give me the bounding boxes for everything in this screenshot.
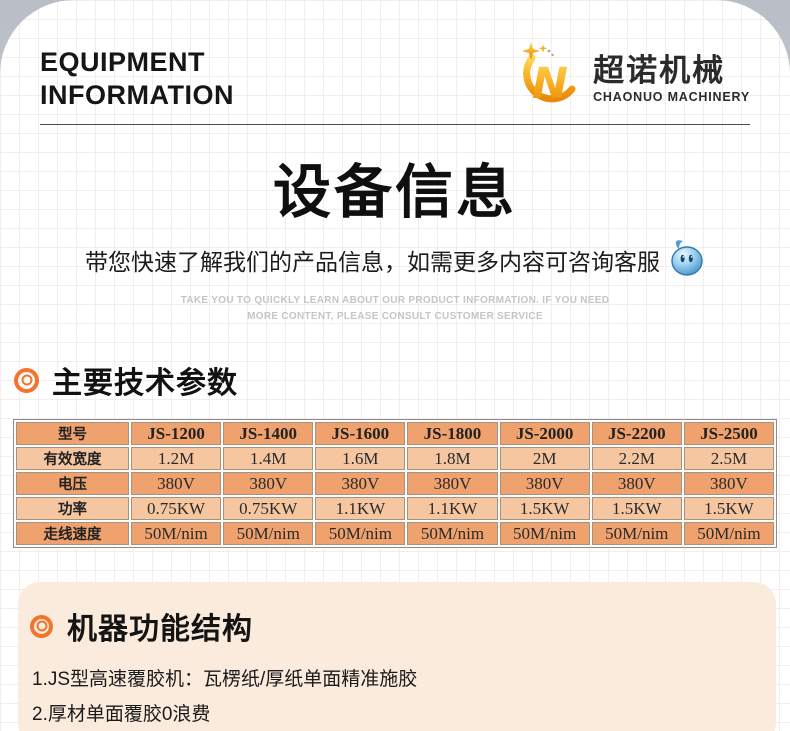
header-divider (40, 124, 750, 125)
spec-table-head: 型号 JS-1200 JS-1400 JS-1600 JS-1800 JS-2000 JS-… (16, 422, 774, 445)
spec-cell: 380V (223, 472, 314, 495)
english-caption-line2: MORE CONTENT, PLEASE CONSULT CUSTOMER SE… (247, 310, 543, 322)
spec-row-label: 功率 (16, 497, 129, 520)
english-caption: TAKE YOU TO QUICKLY LEARN ABOUT OUR PROD… (0, 293, 790, 324)
main-title: 设备信息 (272, 160, 517, 225)
spec-cell: 2.2M (591, 447, 682, 470)
spec-cell: 50M/nim (407, 522, 498, 545)
spec-col-header: JS-1800 (407, 422, 498, 445)
spec-col-header: JS-1600 (315, 422, 406, 445)
section-features-heading: 机器功能结构 (30, 604, 760, 648)
spec-col-header: JS-2500 (683, 422, 774, 445)
page-title-line1: EQUIPMENT (40, 47, 206, 77)
spec-table: 型号 JS-1200 JS-1400 JS-1600 JS-1800 JS-2000 JS-… (13, 419, 777, 548)
spec-cell: 1.6M (315, 447, 406, 470)
spec-row: 功率 0.75KW 0.75KW 1.1KW 1.1KW 1.5KW 1.5KW 1.5KW (16, 497, 774, 520)
features-heading-text: 机器功能结构 (67, 613, 253, 646)
spec-cell: 50M/nim (223, 522, 314, 545)
spec-col-header: JS-1400 (223, 422, 314, 445)
spec-row-label: 电压 (16, 472, 129, 495)
specs-heading-text: 主要技术参数 (52, 367, 238, 400)
spec-header-row: 型号 JS-1200 JS-1400 JS-1600 JS-1800 JS-2000 JS-… (16, 422, 774, 445)
brand-logo: N 超诺机械 CHAONUO MACHINERY (515, 41, 750, 118)
feature-item: 1.JS型高速覆胶机：瓦楞纸/厚纸单面精准施胶 (32, 669, 418, 690)
spec-cell: 1.5KW (683, 497, 774, 520)
page-title-line2: INFORMATION (40, 80, 234, 110)
spec-cell: 50M/nim (591, 522, 682, 545)
spec-cell: 1.2M (131, 447, 222, 470)
spec-col-header: JS-1200 (131, 422, 222, 445)
gold-n-swoosh-logo-icon: N (515, 41, 585, 118)
spec-cell: 50M/nim (499, 522, 590, 545)
page-title-en: EQUIPMENT INFORMATION (40, 46, 234, 112)
spec-cell: 380V (683, 472, 774, 495)
spec-table-body: 有效宽度 1.2M 1.4M 1.6M 1.8M 2M 2.2M 2.5M 电压 380V 380V… (16, 447, 774, 545)
spec-cell: 1.4M (223, 447, 314, 470)
spec-cell: 0.75KW (223, 497, 314, 520)
spec-cell: 0.75KW (131, 497, 222, 520)
brand-name-en: CHAONUO MACHINERY (593, 90, 750, 105)
spec-cell: 380V (499, 472, 590, 495)
spec-cell: 1.1KW (407, 497, 498, 520)
spec-cell: 1.8M (407, 447, 498, 470)
spec-cell: 380V (591, 472, 682, 495)
spec-cell: 1.1KW (315, 497, 406, 520)
spec-row: 有效宽度 1.2M 1.4M 1.6M 1.8M 2M 2.2M 2.5M (16, 447, 774, 470)
customer-service-droplet-icon (668, 237, 705, 283)
spec-cell: 50M/nim (315, 522, 406, 545)
spec-cell: 2.5M (683, 447, 774, 470)
spec-cell: 1.5KW (591, 497, 682, 520)
spec-col-header: JS-2200 (591, 422, 682, 445)
brand-text: 超诺机械 CHAONUO MACHINERY (593, 52, 750, 105)
subtitle-row: 带您快速了解我们的产品信息，如需更多内容可咨询客服 (0, 237, 790, 283)
spec-col-header: JS-2000 (499, 422, 590, 445)
spec-cell: 380V (131, 472, 222, 495)
english-caption-line1: TAKE YOU TO QUICKLY LEARN ABOUT OUR PROD… (180, 295, 610, 306)
page-header: EQUIPMENT INFORMATION N (40, 40, 750, 118)
section-specs-heading: 主要技术参数 (14, 358, 776, 402)
spec-cell: 380V (315, 472, 406, 495)
spec-cell: 50M/nim (683, 522, 774, 545)
subtitle-text: 带您快速了解我们的产品信息，如需更多内容可咨询客服 (85, 249, 660, 275)
spec-row: 走线速度 50M/nim 50M/nim 50M/nim 50M/nim 50M/nim 5… (16, 522, 774, 545)
spec-row: 电压 380V 380V 380V 380V 380V 380V 380V (16, 472, 774, 495)
target-double-circle-icon (30, 614, 53, 638)
feature-list: 1.JS型高速覆胶机：瓦楞纸/厚纸单面精准施胶 2.厚材单面覆胶0浪费 (32, 662, 760, 731)
feature-card: 机器功能结构 1.JS型高速覆胶机：瓦楞纸/厚纸单面精准施胶 2.厚材单面覆胶0浪… (18, 582, 776, 731)
spec-row-label: 走线速度 (16, 522, 129, 545)
spec-cell: 380V (407, 472, 498, 495)
spec-cell: 2M (499, 447, 590, 470)
target-double-circle-icon (14, 367, 39, 393)
spec-row-label: 有效宽度 (16, 447, 129, 470)
spec-cell: 1.5KW (499, 497, 590, 520)
spec-col-model: 型号 (16, 422, 129, 445)
spec-cell: 50M/nim (131, 522, 222, 545)
brand-name-cn: 超诺机械 (593, 52, 726, 88)
svg-text:N: N (532, 59, 568, 109)
feature-item: 2.厚材单面覆胶0浪费 (32, 704, 211, 726)
